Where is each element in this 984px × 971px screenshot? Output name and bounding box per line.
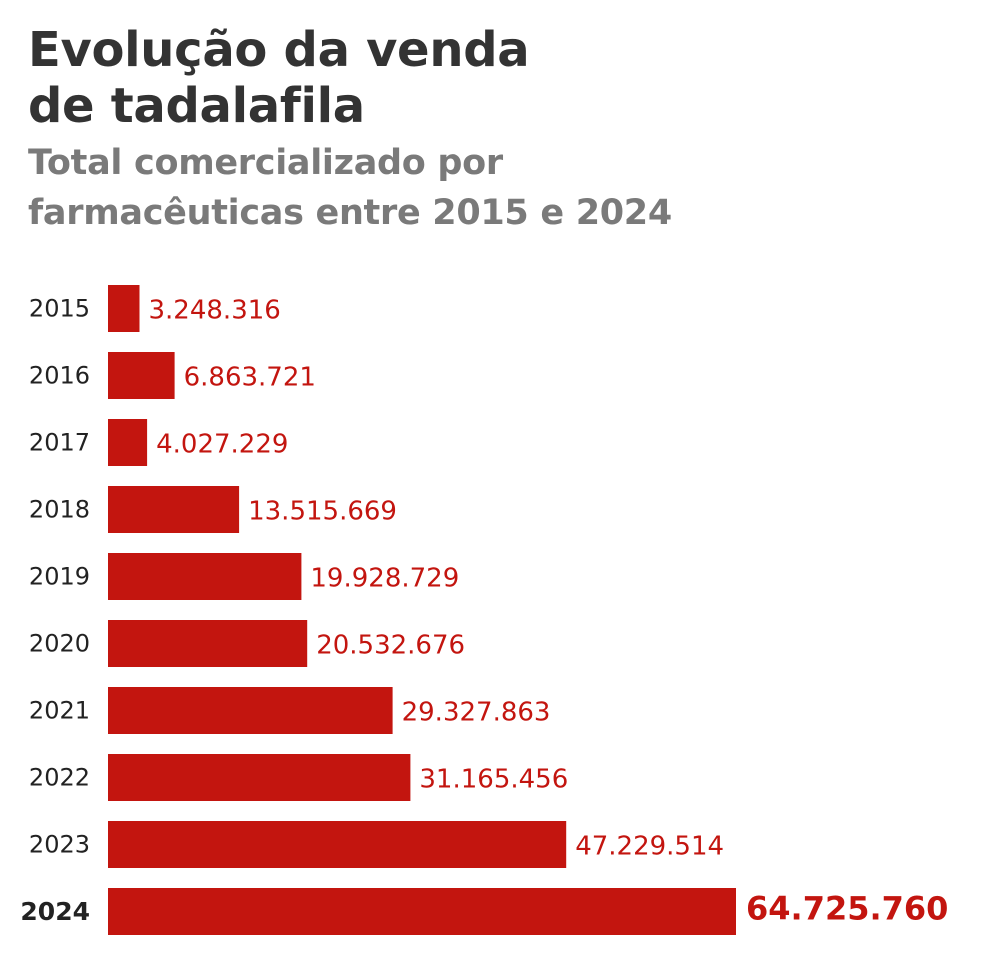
bar-2021 — [108, 687, 393, 734]
chart-subtitle: Total comercializado por farmacêuticas e… — [28, 138, 968, 238]
category-label-2019: 2019 — [29, 563, 90, 591]
value-label-2024: 64.725.760 — [746, 890, 948, 928]
chart-subtitle-line-1: Total comercializado por — [28, 143, 503, 183]
category-label-2017: 2017 — [29, 429, 90, 457]
bar-2022 — [108, 754, 411, 801]
bar-2017 — [108, 419, 148, 466]
category-label-2024: 2024 — [20, 897, 90, 926]
value-label-2022: 31.165.456 — [419, 765, 568, 795]
chart-title-line-1: Evolução da venda — [28, 22, 530, 78]
category-label-2015: 2015 — [29, 295, 90, 323]
value-label-2019: 19.928.729 — [310, 564, 459, 594]
chart-header: Evolução da venda de tadalafila Total co… — [28, 22, 968, 238]
category-label-2022: 2022 — [29, 764, 90, 792]
chart-subtitle-line-2: farmacêuticas entre 2015 e 2024 — [28, 193, 672, 233]
category-label-2016: 2016 — [29, 362, 90, 390]
bar-2015 — [108, 285, 140, 332]
chart-title-line-2: de tadalafila — [28, 78, 365, 134]
value-label-2015: 3.248.316 — [149, 296, 281, 326]
bar-2023 — [108, 821, 567, 868]
value-label-2017: 4.027.229 — [156, 430, 288, 460]
value-label-2016: 6.863.721 — [184, 363, 316, 393]
bar-2019 — [108, 553, 302, 600]
bar-2016 — [108, 352, 175, 399]
value-label-2023: 47.229.514 — [575, 832, 724, 862]
category-label-2023: 2023 — [29, 831, 90, 859]
chart-title: Evolução da venda de tadalafila — [28, 22, 968, 134]
value-label-2020: 20.532.676 — [316, 631, 465, 661]
bar-2020 — [108, 620, 308, 667]
category-label-2021: 2021 — [29, 697, 90, 725]
category-label-2020: 2020 — [29, 630, 90, 658]
bar-2024 — [108, 888, 736, 935]
bar-2018 — [108, 486, 240, 533]
value-label-2021: 29.327.863 — [402, 698, 551, 728]
category-label-2018: 2018 — [29, 496, 90, 524]
value-label-2018: 13.515.669 — [248, 497, 397, 527]
